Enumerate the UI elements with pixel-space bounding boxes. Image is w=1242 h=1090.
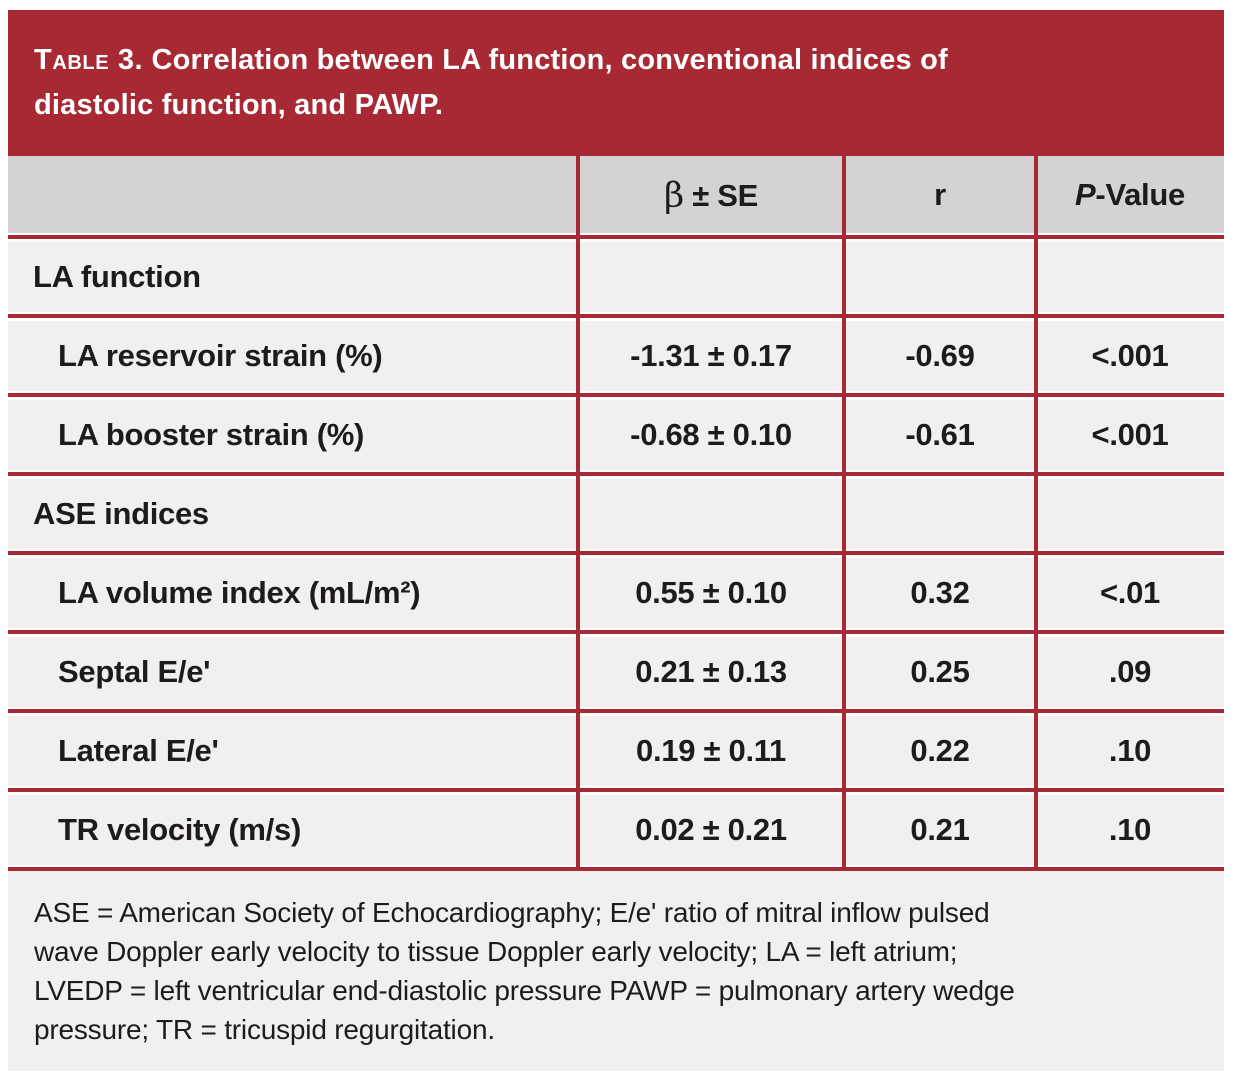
row-la-booster-strain: LA booster strain (%) -0.68 ± 0.10 -0.61…	[8, 400, 1224, 470]
column-divider	[576, 156, 580, 871]
row-divider	[8, 788, 1224, 792]
beta-se-value: 0.21 ± 0.13	[635, 654, 787, 689]
column-header-row: β ± SE r P-Value	[8, 156, 1224, 233]
row-divider	[8, 393, 1224, 397]
row-label: ASE indices	[33, 496, 209, 531]
row-divider	[8, 314, 1224, 318]
row-divider	[8, 630, 1224, 634]
table-title-line2: diastolic function, and PAWP.	[34, 89, 444, 121]
p-value: .09	[1108, 654, 1152, 689]
p-value: <.001	[1091, 338, 1169, 373]
p-value: <.001	[1091, 417, 1169, 452]
r-value: -0.69	[905, 338, 975, 373]
beta-se-value: -0.68 ± 0.10	[630, 417, 792, 452]
footnote-line: wave Doppler early velocity to tissue Do…	[34, 936, 958, 967]
p-italic: P	[1075, 176, 1096, 212]
row-label: LA reservoir strain (%)	[58, 338, 383, 373]
beta-se-value: -1.31 ± 0.17	[630, 338, 792, 373]
row-lateral-ee: Lateral E/e' 0.19 ± 0.11 0.22 .10	[8, 716, 1224, 786]
p-value: <.01	[1100, 575, 1160, 610]
footnote-line: ASE = American Society of Echocardiograp…	[34, 897, 990, 928]
beta-symbol: β	[663, 175, 684, 216]
r-value: -0.61	[905, 417, 975, 452]
p-value: .10	[1108, 733, 1152, 768]
footnote-line: pressure; TR = tricuspid regurgitation.	[34, 1014, 495, 1045]
column-header-r: r	[934, 176, 946, 212]
r-value: 0.25	[910, 654, 970, 689]
row-divider	[8, 472, 1224, 476]
table-title-line1: Table 3. Correlation between LA function…	[34, 38, 1194, 83]
row-septal-ee: Septal E/e' 0.21 ± 0.13 0.25 .09	[8, 637, 1224, 707]
row-label: Septal E/e'	[58, 654, 211, 689]
row-label: LA volume index (mL/m²)	[58, 575, 421, 610]
p-value-suffix: -Value	[1095, 176, 1185, 212]
row-label: TR velocity (m/s)	[58, 812, 301, 847]
row-tr-velocity: TR velocity (m/s) 0.02 ± 0.21 0.21 .10	[8, 795, 1224, 865]
row-label: LA booster strain (%)	[58, 417, 365, 452]
row-la-volume-index: LA volume index (mL/m²) 0.55 ± 0.10 0.32…	[8, 558, 1224, 628]
table-card: Table 3. Correlation between LA function…	[8, 10, 1224, 1071]
row-la-function: LA function	[8, 242, 1224, 312]
column-header-beta-se: β ± SE	[578, 175, 844, 216]
column-header-p-value: P-Value	[1036, 177, 1224, 213]
beta-se-value: 0.19 ± 0.11	[636, 733, 786, 768]
beta-se-value: 0.02 ± 0.21	[635, 812, 787, 847]
table-title: Table 3. Correlation between LA function…	[8, 10, 1224, 156]
row-ase-indices: ASE indices	[8, 479, 1224, 549]
row-label: LA function	[33, 259, 201, 294]
table-number-label: Table 3.	[34, 44, 144, 76]
row-la-reservoir-strain: LA reservoir strain (%) -1.31 ± 0.17 -0.…	[8, 321, 1224, 391]
p-value: .10	[1108, 812, 1152, 847]
r-value: 0.22	[910, 733, 970, 768]
row-divider	[8, 551, 1224, 555]
table-footnote: ASE = American Society of Echocardiograp…	[8, 871, 1224, 1071]
row-divider	[8, 709, 1224, 713]
table-title-text: Correlation between LA function, convent…	[151, 44, 948, 76]
column-divider	[842, 156, 846, 871]
row-label: Lateral E/e'	[58, 733, 219, 768]
row-divider	[8, 235, 1224, 239]
r-value: 0.32	[910, 575, 970, 610]
table-grid: β ± SE r P-Value LA function LA reservoi…	[8, 156, 1224, 871]
footnote-line: LVEDP = left ventricular end-diastolic p…	[34, 975, 1015, 1006]
beta-se-suffix: ± SE	[683, 177, 759, 213]
column-divider	[1034, 156, 1038, 871]
r-value: 0.21	[910, 812, 970, 847]
row-divider	[8, 867, 1224, 871]
beta-se-value: 0.55 ± 0.10	[635, 575, 787, 610]
